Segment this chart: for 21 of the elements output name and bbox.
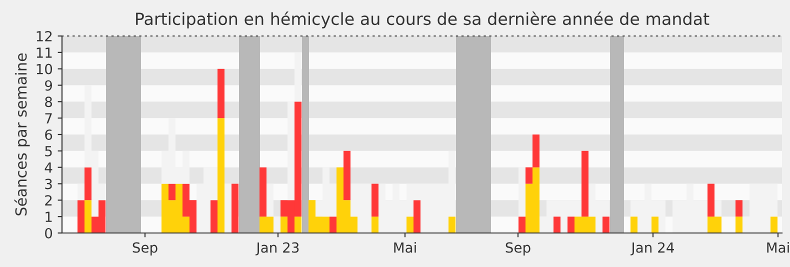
y-tick-label: 8 <box>45 96 52 108</box>
y-tick-label: 4 <box>44 162 52 173</box>
y-axis-title: Séances par semaine <box>14 53 30 216</box>
x-tick-label: Mai <box>767 242 789 253</box>
chart-title: Participation en hémicycle au cours de sa dernière année de mandat <box>136 12 710 28</box>
x-tick-label: Sep <box>506 242 530 256</box>
x-tick-label: Jan 24 <box>630 242 674 256</box>
y-tick-label: 12 <box>36 30 52 42</box>
y-tick-label: 3 <box>45 178 52 190</box>
x-tick-label: Mai <box>394 242 416 253</box>
y-tick-label: 10 <box>36 64 52 74</box>
x-tick-label: Jan 23 <box>256 242 299 256</box>
y-tick-label: 6 <box>45 129 52 140</box>
x-tick-label: Sep <box>132 242 158 256</box>
y-tick-label: 1 <box>46 212 52 222</box>
y-tick-label: 7 <box>45 113 52 124</box>
y-tick-label: 2 <box>45 195 52 206</box>
y-tick-label: 0 <box>45 228 52 238</box>
y-tick-label: 11 <box>36 48 52 58</box>
y-tick-label: 5 <box>45 146 52 156</box>
y-tick-label: 9 <box>45 80 52 91</box>
